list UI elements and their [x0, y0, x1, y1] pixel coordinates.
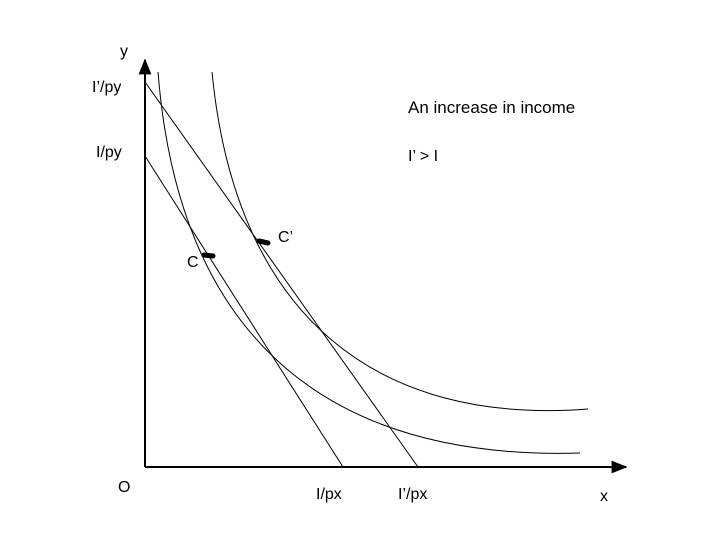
higher-indifference-curve — [211, 71, 589, 412]
point-c-prime-label: C’ — [278, 229, 294, 246]
original-budget-line — [144, 155, 344, 468]
old-x-intercept-label: I/px — [316, 486, 342, 503]
origin-label: O — [118, 479, 131, 496]
point-c-marker — [201, 252, 216, 259]
new-budget-line — [144, 81, 419, 468]
point-c-label: C — [187, 254, 199, 271]
lower-indifference-curve — [157, 71, 581, 454]
new-y-intercept-label: I’/py — [92, 79, 122, 96]
y-axis-label: y — [120, 43, 128, 60]
new-x-intercept-label: I’/px — [398, 486, 428, 503]
old-y-intercept-label: I/py — [96, 144, 122, 161]
point-c-prime-marker — [256, 238, 271, 246]
diagram-title: An increase in income — [408, 98, 576, 117]
x-axis-label: x — [600, 488, 608, 505]
income-condition-label: I’ > I — [408, 148, 439, 165]
